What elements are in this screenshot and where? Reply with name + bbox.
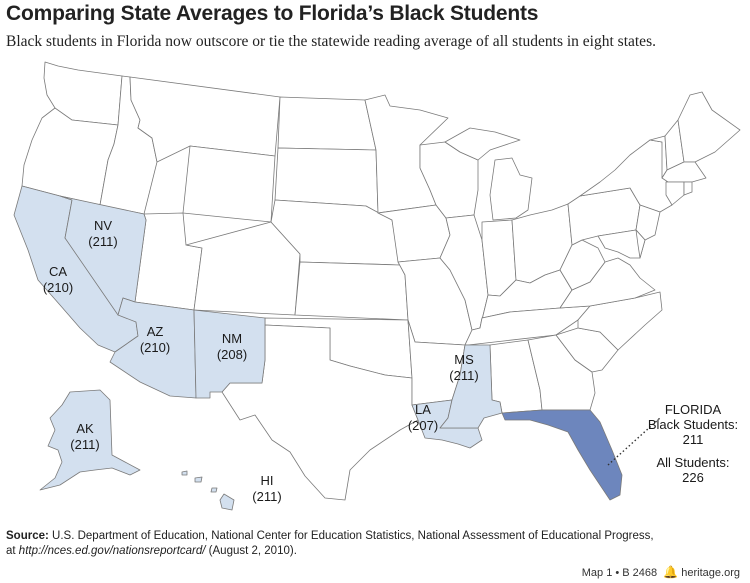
state-me — [677, 91, 741, 163]
florida-name: FLORIDA — [664, 402, 722, 417]
source-at: at — [6, 544, 16, 557]
state-hi-kauai — [181, 470, 188, 476]
florida-all-score: 226 — [682, 470, 704, 485]
site-name: heritage.org — [681, 567, 740, 579]
label-nm-abbr: NM — [222, 331, 242, 346]
label-nv-abbr: NV — [94, 218, 112, 233]
florida-all-label: All Students: — [656, 455, 730, 470]
label-hi-abbr: HI — [261, 473, 274, 488]
state-mi — [489, 157, 533, 221]
label-la-score: (207) — [408, 418, 438, 433]
map-id: Map 1 • B 2468 — [581, 567, 658, 579]
map-subtitle: Black students in Florida now outscore o… — [6, 33, 656, 50]
state-nm — [193, 309, 266, 399]
label-ak-abbr: AK — [76, 421, 94, 436]
state-nj — [635, 204, 661, 241]
liberty-bell-icon: 🔔 — [663, 565, 679, 579]
state-fl — [501, 409, 623, 501]
source-label: Source: — [6, 530, 49, 542]
source-url: http://nces.ed.gov/nationsreportcard/ — [18, 544, 206, 557]
label-az-score: (210) — [140, 340, 170, 355]
label-ms-score: (211) — [449, 368, 478, 383]
source-note: Source: U.S. Department of Education, Na… — [6, 529, 654, 558]
state-nd — [277, 96, 377, 151]
state-hi-oahu — [194, 476, 203, 483]
state-ms — [439, 344, 503, 429]
label-la-abbr: LA — [415, 402, 431, 417]
state-hi-maui — [210, 487, 218, 493]
source-text: U.S. Department of Education, National C… — [52, 530, 654, 542]
state-mi-upper — [444, 127, 521, 161]
florida-black-label: Black Students: — [647, 417, 739, 432]
state-ak — [39, 389, 141, 491]
label-nv-score: (211) — [88, 234, 117, 249]
state-ks — [294, 261, 409, 321]
state-ri — [683, 181, 693, 196]
label-ca-abbr: CA — [49, 264, 67, 279]
label-nm-score: (208) — [217, 347, 247, 362]
florida-black-score: 211 — [682, 432, 704, 447]
label-ak-score: (211) — [70, 437, 99, 452]
label-hi-score: (211) — [252, 489, 281, 504]
state-ct — [665, 181, 685, 206]
state-hi-main — [219, 493, 235, 511]
footer: Map 1 • B 2468 🔔 heritage.org — [582, 565, 740, 579]
source-date: (August 2, 2010). — [208, 544, 297, 557]
label-az-abbr: AZ — [147, 324, 164, 339]
label-ca-score: (210) — [43, 280, 73, 295]
florida-annotation: FLORIDA Black Students: 211 All Students… — [638, 402, 748, 485]
map-title: Comparing State Averages to Florida’s Bl… — [6, 2, 539, 25]
state-de — [635, 229, 646, 259]
state-co — [185, 221, 301, 316]
state-wy — [182, 145, 276, 223]
state-mt — [129, 76, 281, 163]
label-ms-abbr: MS — [454, 352, 474, 367]
